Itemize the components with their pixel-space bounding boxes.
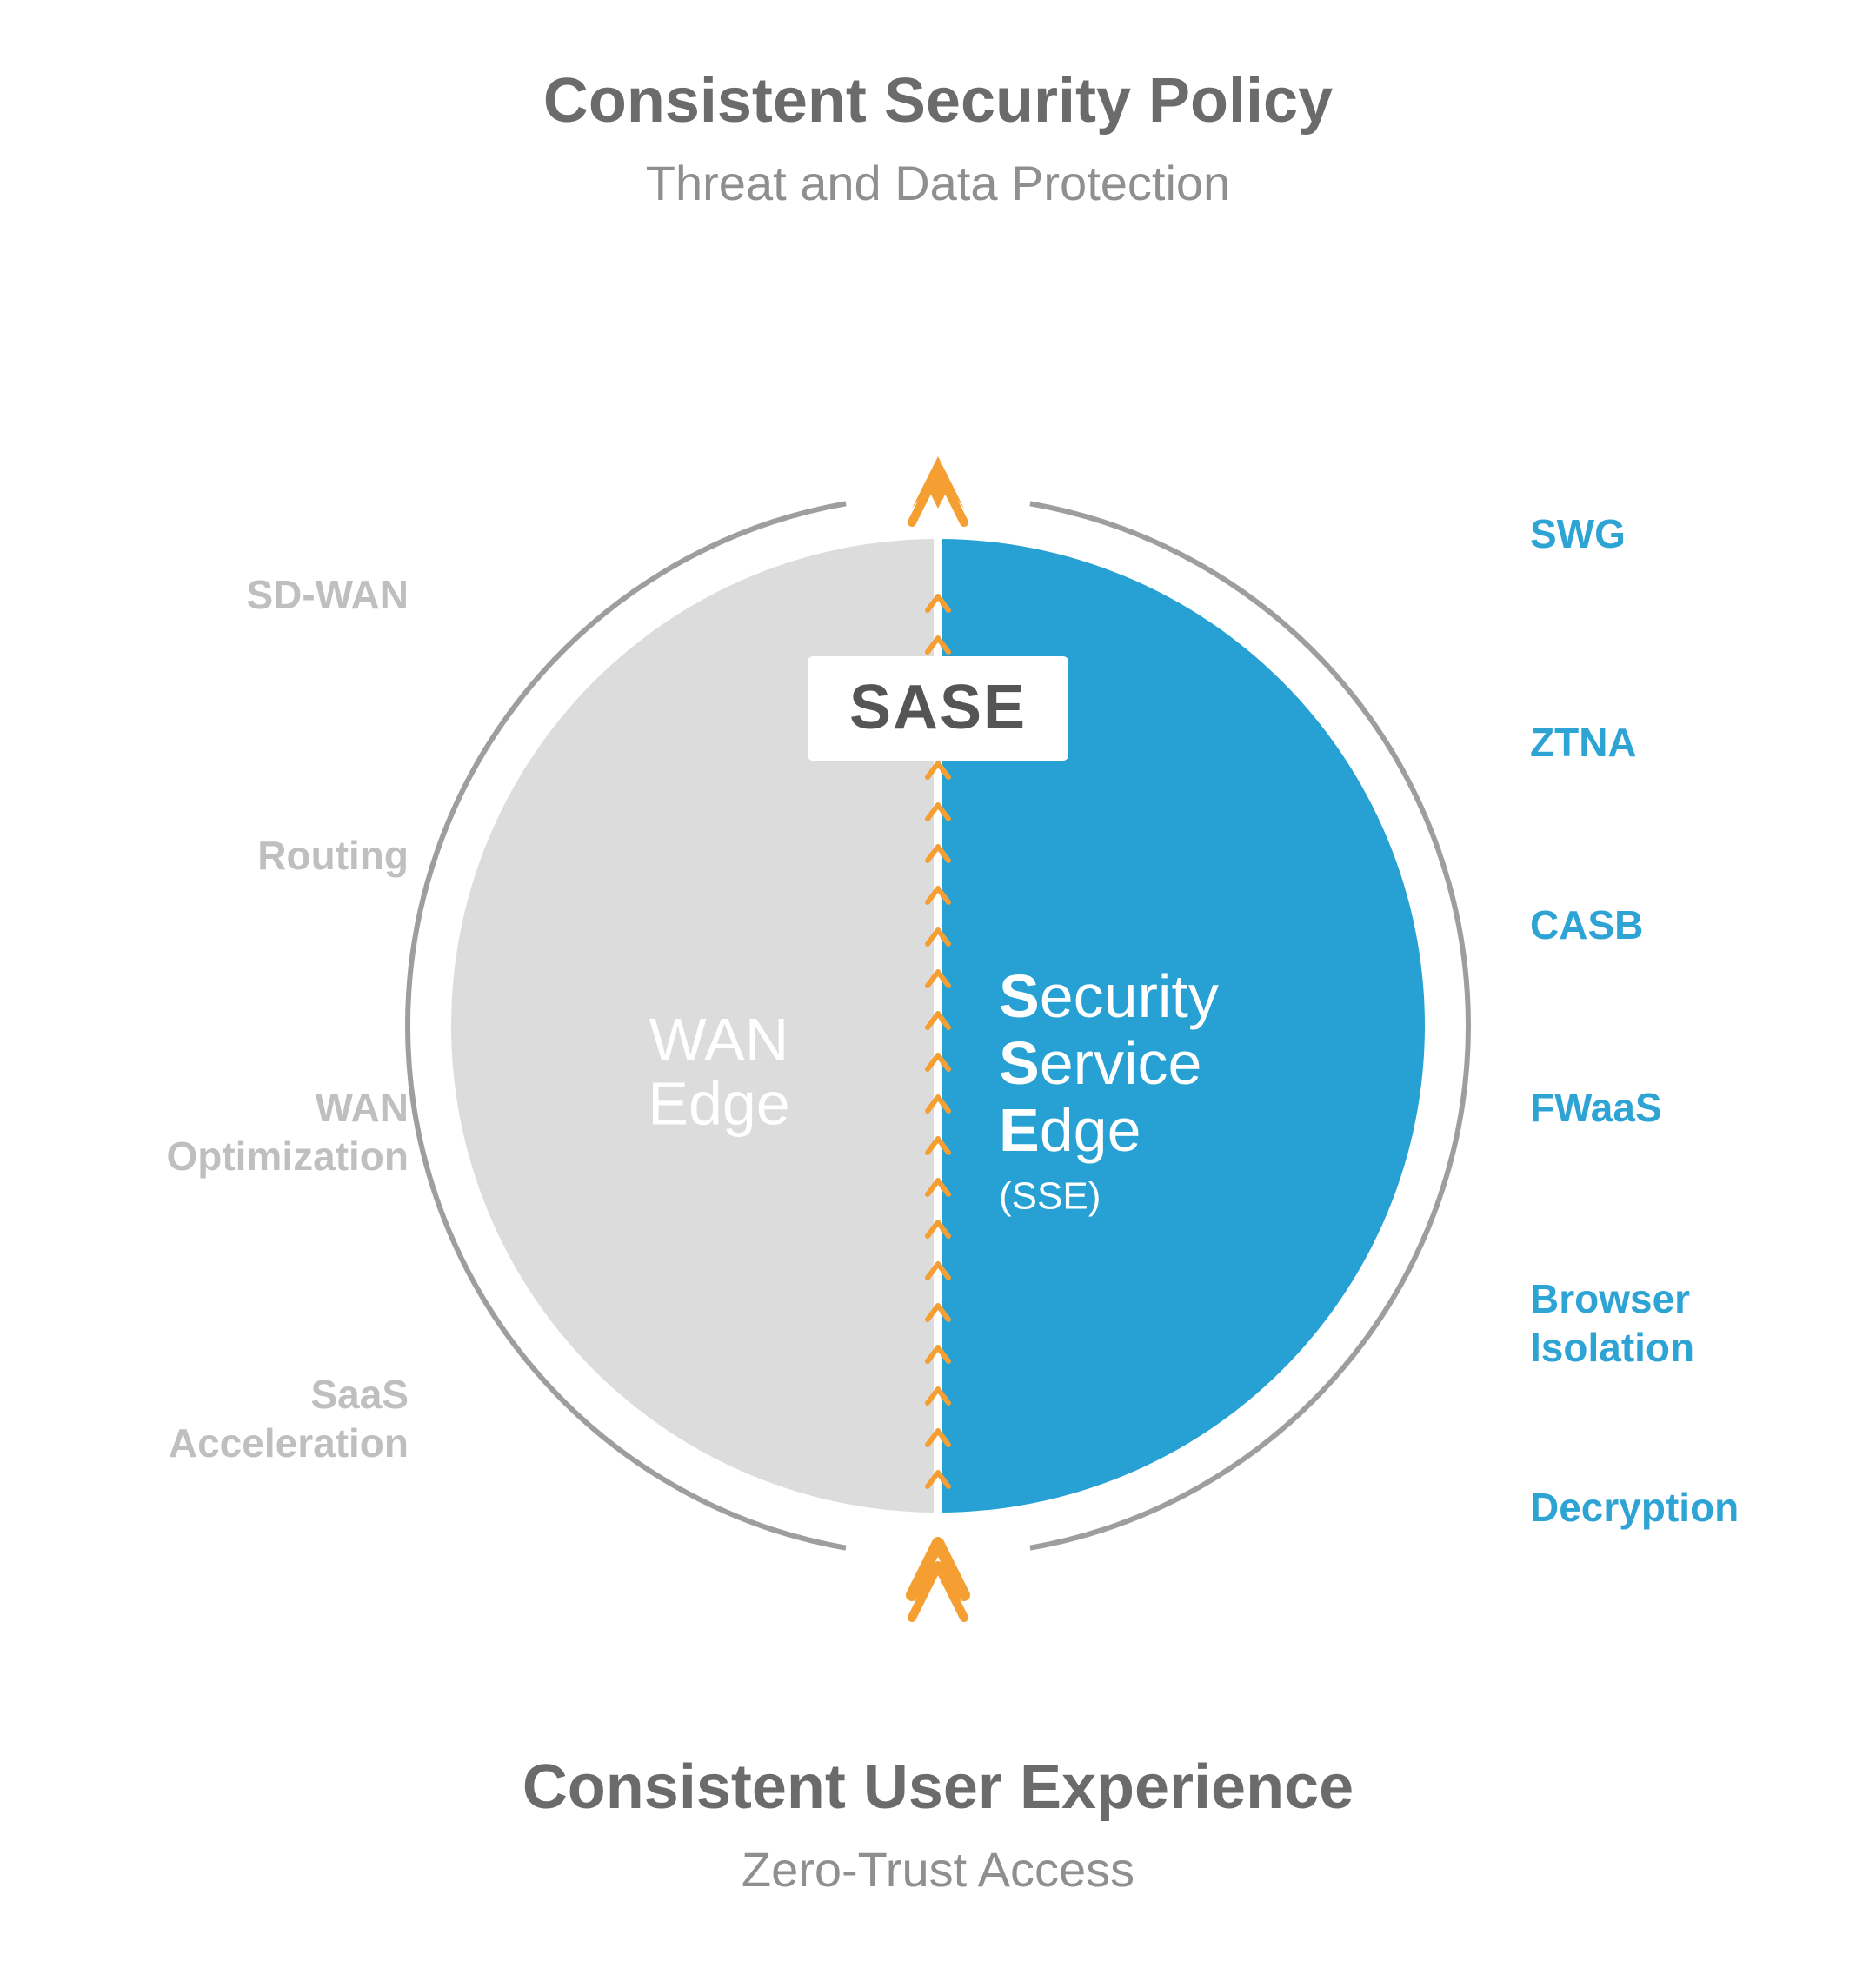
right-label-2: CASB — [1530, 902, 1643, 947]
footer-subtitle: Zero-Trust Access — [742, 1842, 1134, 1897]
left-label-0: SD-WAN — [246, 572, 409, 617]
wan-edge-title: WANEdge — [648, 1006, 789, 1138]
header-subtitle: Threat and Data Protection — [646, 156, 1230, 210]
right-label-3: FWaaS — [1530, 1085, 1662, 1130]
footer-title: Consistent User Experience — [522, 1752, 1354, 1822]
right-label-1: ZTNA — [1530, 720, 1637, 765]
sase-badge-label: SASE — [849, 673, 1027, 742]
sase-diagram: Consistent Security Policy Threat and Dat… — [0, 0, 1876, 1968]
header-title: Consistent Security Policy — [543, 66, 1333, 136]
left-label-1: Routing — [257, 833, 409, 878]
right-label-0: SWG — [1530, 511, 1626, 556]
right-label-5: Decryption — [1530, 1485, 1739, 1530]
